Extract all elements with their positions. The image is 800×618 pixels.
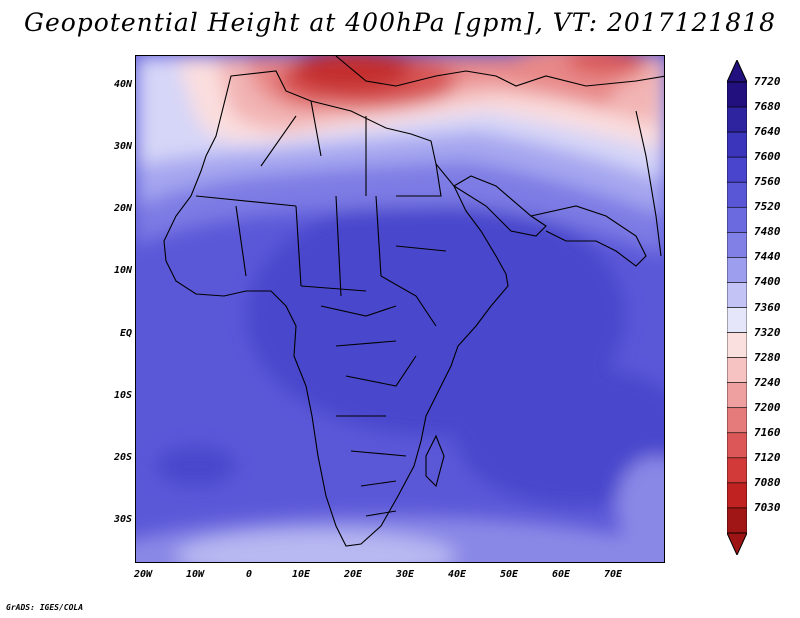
colorbar-label: 7200	[754, 400, 781, 414]
lat-label-20s: 20S	[113, 452, 132, 463]
lon-label-30e: 30E	[396, 569, 415, 580]
colorbar-box	[727, 407, 747, 434]
colorbar-label: 7560	[754, 175, 781, 189]
colorbar-box	[727, 232, 747, 258]
colorbar-top-arrow	[727, 60, 747, 83]
colorbar-label: 7680	[754, 100, 781, 114]
colorbar-label: 7030	[754, 500, 781, 514]
colorbar-box	[727, 81, 747, 108]
colorbar-label: 7480	[754, 225, 781, 239]
colorbar-box	[727, 357, 747, 383]
lon-label-40e: 40E	[448, 569, 467, 580]
colorbar-label: 7640	[754, 125, 781, 139]
colorbar-label: 7520	[754, 200, 781, 214]
colorbar-box	[727, 457, 747, 484]
lon-label-10e: 10E	[292, 569, 311, 580]
lat-label-eq: EQ	[119, 328, 132, 339]
lon-label-0: 0	[246, 569, 253, 580]
colorbar-box	[727, 156, 747, 183]
lon-label-20w: 20W	[134, 569, 153, 580]
colorbar-label: 7320	[754, 325, 781, 339]
colorbar-box	[727, 382, 747, 409]
lat-label-20n: 20N	[113, 203, 132, 214]
colorbar-label: 7360	[754, 300, 781, 314]
lon-label-50e: 50E	[500, 569, 519, 580]
colorbar-label: 7440	[754, 250, 781, 264]
colorbar-boxes	[727, 81, 747, 534]
colorbar-box	[727, 206, 747, 233]
lon-label-60e: 60E	[552, 569, 571, 580]
coastlines	[163, 56, 664, 547]
colorbar-box	[727, 432, 747, 459]
colorbar-box	[727, 282, 747, 308]
colorbar-box	[727, 332, 747, 358]
colorbar-label: 7720	[754, 75, 781, 88]
lat-label-40n: 40N	[113, 79, 132, 90]
colorbar-box	[727, 257, 747, 283]
colorbar-bottom-arrow	[727, 532, 747, 555]
lat-label-10n: 10N	[113, 265, 132, 276]
colorbar-label: 7280	[754, 350, 781, 364]
colorbar-label: 7600	[754, 150, 781, 164]
colorbar-box	[727, 131, 747, 158]
colorbar-label: 7120	[754, 450, 781, 464]
lat-label-30s: 30S	[113, 514, 132, 525]
colorbar-box	[727, 106, 747, 133]
map-canvas	[136, 56, 664, 562]
colorbar-label: 7400	[754, 275, 781, 289]
lat-label-10s: 10S	[113, 390, 132, 401]
map-panel	[135, 55, 665, 563]
chart-title: Geopotential Height at 400hPa [gpm], VT:…	[23, 8, 777, 37]
lat-label-30n: 30N	[113, 141, 132, 152]
colorbar	[727, 60, 747, 555]
colorbar-label: 7160	[754, 425, 781, 439]
colorbar-label: 7080	[754, 475, 781, 489]
field-shading	[136, 56, 664, 562]
grads-credit: GrADS: IGES/COLA	[6, 603, 84, 612]
colorbar-box	[727, 181, 747, 208]
colorbar-box	[727, 482, 747, 509]
colorbar-box	[727, 307, 747, 333]
lon-label-10w: 10W	[186, 569, 205, 580]
lon-label-70e: 70E	[604, 569, 623, 580]
lon-label-20e: 20E	[344, 569, 363, 580]
colorbar-box	[727, 507, 747, 534]
colorbar-label: 7240	[754, 375, 781, 389]
